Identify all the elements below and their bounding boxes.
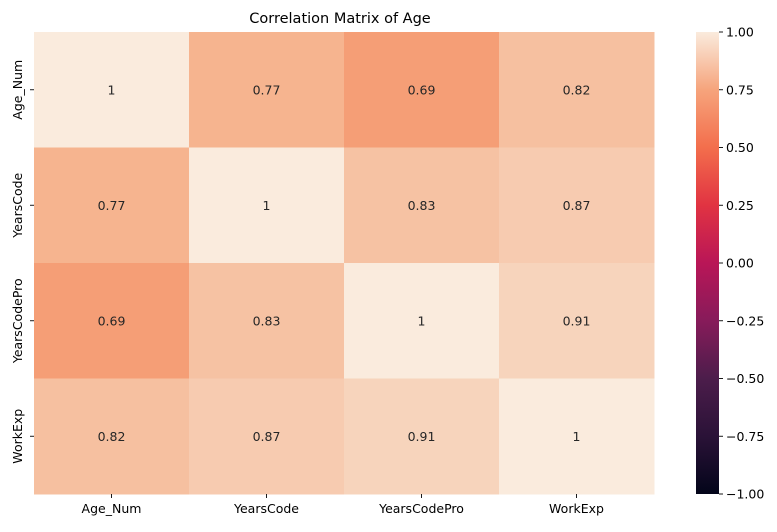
cell-value-label: 0.83 [253,313,281,328]
colorbar-tick-label: 0.50 [726,140,754,155]
cell-value-label: 0.91 [563,313,591,328]
heatmap-cell [499,147,655,264]
heatmap-cell [34,263,190,379]
x-tick-label: WorkExp [549,501,604,516]
colorbar-tick-label: 1.00 [726,25,754,40]
y-tick-label: YearsCodePro [10,278,25,364]
cell-value-label: 0.77 [253,82,281,97]
colorbar-tick-label: −1.00 [726,487,764,502]
cell-value-label: 1 [108,82,116,97]
x-tick-label: YearsCodePro [378,501,464,516]
colorbar-tick-label: −0.75 [726,429,764,444]
x-axis: Age_Num YearsCode YearsCodePro WorkExp [82,494,604,516]
cell-value-label: 1 [263,198,271,213]
chart-title: Correlation Matrix of Age [249,11,431,27]
cell-value-label: 0.91 [408,429,436,444]
heatmap-cell [189,32,345,148]
cell-value-label: 1 [573,429,581,444]
heatmap-cell [344,147,500,264]
heatmap-cell [34,378,190,495]
colorbar-tick-label: 0.00 [726,256,754,271]
x-tick-label: Age_Num [82,501,142,516]
heatmap-cell [344,263,500,379]
heatmap-cell [499,263,655,379]
y-tick-label: YearsCode [10,172,25,238]
y-tick-label: Age_Num [10,60,25,120]
colorbar-tick-label: 0.25 [726,198,754,213]
colorbar: 1.00 0.75 0.50 0.25 0.00 −0.25 −0.50 −0.75 −1.00 [696,25,764,502]
heatmap-cell [499,378,655,495]
heatmap-cell [34,147,190,264]
heatmap-cell [189,378,345,495]
heatmap-cell [189,263,345,379]
colorbar-tick-label: −0.50 [726,371,764,386]
cell-value-label: 0.83 [408,198,436,213]
colorbar-gradient [696,32,719,494]
cell-value-label: 0.82 [98,429,126,444]
cell-value-label: 0.69 [408,82,436,97]
cell-value-label: 0.69 [98,313,126,328]
heatmap-cell [499,32,655,148]
colorbar-tick-label: −0.25 [726,313,764,328]
cell-value-label: 0.77 [98,198,126,213]
x-tick-label: YearsCode [233,501,299,516]
cell-value-label: 0.87 [253,429,281,444]
y-axis: Age_Num YearsCode YearsCodePro WorkExp [10,60,34,464]
cell-value-label: 0.82 [563,82,591,97]
heatmap-cells: 1 0.77 0.69 0.82 0.77 1 0.83 0.87 0.69 0.83 1 0.91 0… [34,32,655,495]
y-tick-label: WorkExp [10,409,25,464]
heatmap-cell [34,32,190,148]
colorbar-tick-label: 0.75 [726,82,754,97]
heatmap-cell [344,378,500,495]
cell-value-label: 1 [418,313,426,328]
heatmap-cell [344,32,500,148]
cell-value-label: 0.87 [563,198,591,213]
heatmap-cell [189,147,345,264]
